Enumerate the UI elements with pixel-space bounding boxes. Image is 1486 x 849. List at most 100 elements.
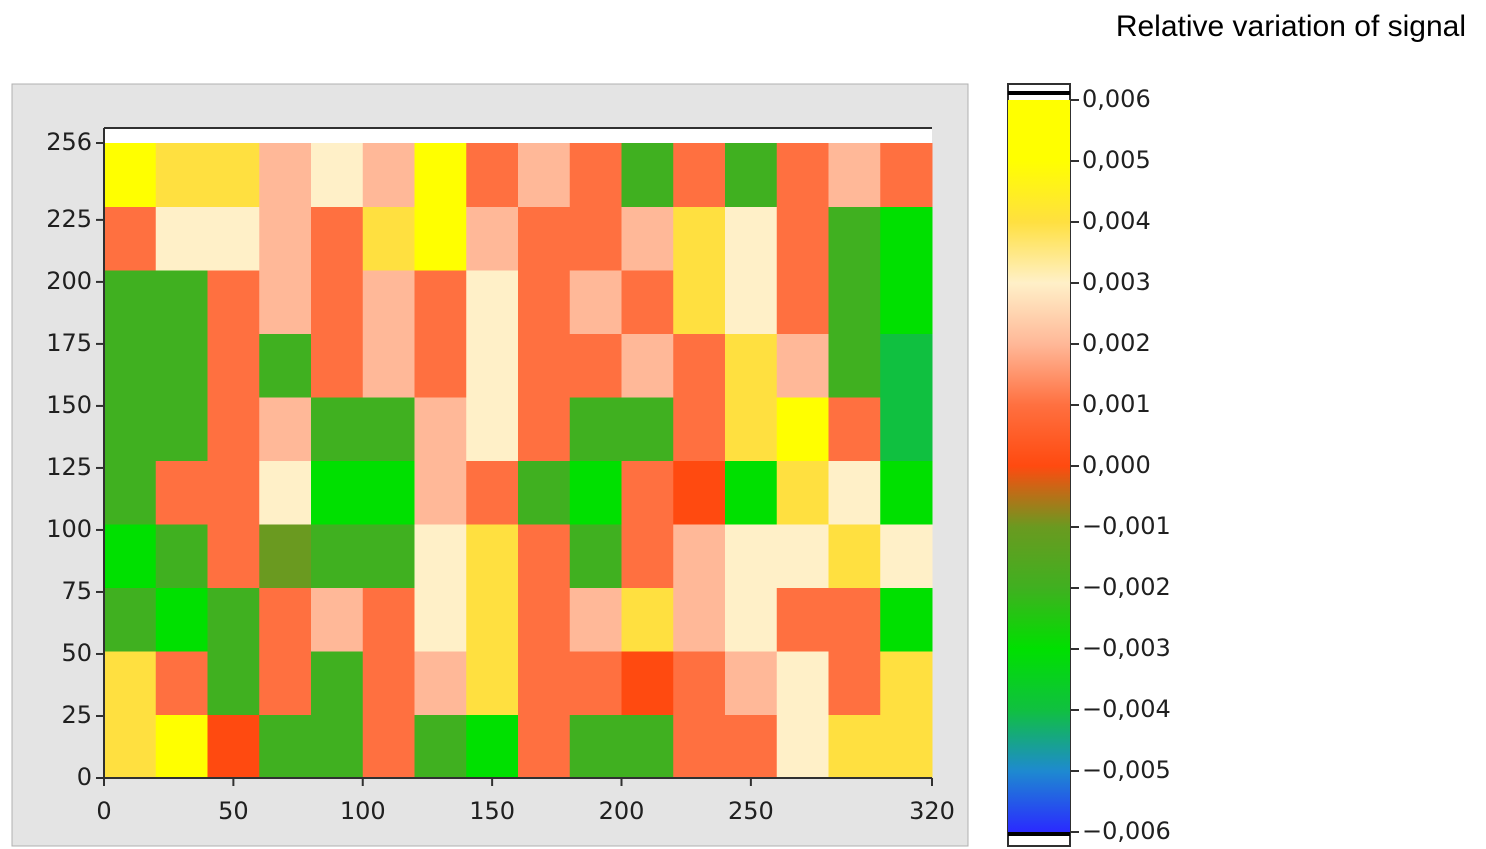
heat-cell <box>415 397 467 461</box>
heat-cell <box>104 397 156 461</box>
heat-cell <box>259 715 311 779</box>
heat-cell <box>570 334 622 398</box>
heat-cell <box>156 397 208 461</box>
y-tick-label: 200 <box>46 267 92 295</box>
heat-cell <box>518 397 570 461</box>
colorbar-tick-label: 0,002 <box>1082 329 1151 357</box>
heat-cell <box>777 588 829 652</box>
heat-cell <box>570 715 622 779</box>
heat-cell <box>363 588 415 652</box>
y-tick-label: 25 <box>61 701 92 729</box>
heat-cell <box>673 715 725 779</box>
y-tick-label: 256 <box>46 128 92 156</box>
heat-cell <box>622 143 674 207</box>
heat-cell <box>725 588 777 652</box>
heat-cell <box>104 588 156 652</box>
heat-cell <box>208 588 260 652</box>
colorbar-tick-label: 0,006 <box>1082 85 1151 113</box>
colorbar-tick-label: 0,003 <box>1082 268 1151 296</box>
heat-cell <box>829 715 881 779</box>
heat-cell <box>363 270 415 334</box>
heat-cell <box>777 524 829 588</box>
heat-cell <box>156 270 208 334</box>
heat-cell <box>363 461 415 525</box>
heat-cell <box>311 143 363 207</box>
heat-cell <box>829 588 881 652</box>
heat-cell <box>415 651 467 715</box>
heat-cell <box>104 143 156 207</box>
heat-cell <box>259 207 311 271</box>
heat-cell <box>829 207 881 271</box>
heat-cell <box>777 270 829 334</box>
heat-cell <box>208 334 260 398</box>
heat-cell <box>570 461 622 525</box>
heat-cell <box>415 524 467 588</box>
heat-cell <box>725 143 777 207</box>
heat-cell <box>725 334 777 398</box>
colorbar-label: Relative variation of signal <box>1116 10 1466 43</box>
heat-cell <box>880 651 932 715</box>
heat-cell <box>466 588 518 652</box>
y-tick-label: 225 <box>46 205 92 233</box>
heat-cell <box>570 207 622 271</box>
heat-cell <box>104 270 156 334</box>
heat-cell <box>156 334 208 398</box>
heat-cell <box>880 524 932 588</box>
heat-cell <box>829 461 881 525</box>
heat-cell <box>518 143 570 207</box>
heat-cell <box>208 461 260 525</box>
heat-cell <box>415 461 467 525</box>
heat-cell <box>311 588 363 652</box>
heat-cell <box>518 334 570 398</box>
colorbar-tick-label: −0,002 <box>1082 573 1171 601</box>
heat-cell <box>466 270 518 334</box>
heat-cell <box>829 397 881 461</box>
heat-cell <box>259 397 311 461</box>
heat-cell <box>880 461 932 525</box>
heat-cell <box>622 334 674 398</box>
heat-cell <box>156 143 208 207</box>
colorbar-tick-label: −0,006 <box>1082 817 1171 845</box>
heat-cell <box>673 461 725 525</box>
heat-cell <box>622 461 674 525</box>
heat-cell <box>725 651 777 715</box>
colorbar-tick-label: −0,005 <box>1082 756 1171 784</box>
heat-cell <box>673 270 725 334</box>
heat-cell <box>311 207 363 271</box>
y-tick-label: 75 <box>61 577 92 605</box>
heat-cell <box>363 651 415 715</box>
y-tick-label: 50 <box>61 639 92 667</box>
heat-cell <box>880 143 932 207</box>
heat-cell <box>570 143 622 207</box>
heat-cell <box>156 207 208 271</box>
heat-cell <box>673 651 725 715</box>
heat-cell <box>570 651 622 715</box>
heat-cell <box>570 588 622 652</box>
heat-cell <box>673 397 725 461</box>
heat-cell <box>415 143 467 207</box>
heat-cell <box>466 461 518 525</box>
heat-cell <box>622 397 674 461</box>
heat-cell <box>880 334 932 398</box>
x-tick-label: 250 <box>728 797 774 825</box>
heat-cell <box>570 270 622 334</box>
x-tick-label: 100 <box>340 797 386 825</box>
heat-cell <box>622 651 674 715</box>
heat-cell <box>777 715 829 779</box>
heat-cell <box>156 524 208 588</box>
heat-cell <box>777 461 829 525</box>
heat-cell <box>880 715 932 779</box>
heat-cell <box>208 651 260 715</box>
heat-cell <box>673 524 725 588</box>
heat-cell <box>259 334 311 398</box>
heat-cell <box>208 397 260 461</box>
heat-cell <box>208 524 260 588</box>
colorbar-tick-label: 0,000 <box>1082 451 1151 479</box>
heat-cell <box>466 715 518 779</box>
x-tick-label: 0 <box>96 797 111 825</box>
heat-cell <box>466 207 518 271</box>
colorbar-tick-label: −0,004 <box>1082 695 1171 723</box>
heat-cell <box>208 143 260 207</box>
heat-cell <box>311 524 363 588</box>
heat-cell <box>570 397 622 461</box>
